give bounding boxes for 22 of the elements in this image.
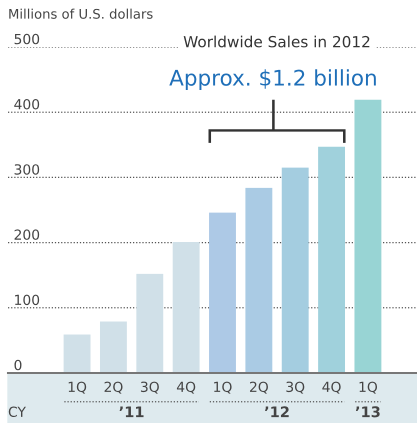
y-tick-label: 400 [14, 99, 40, 110]
text: CY [8, 406, 26, 418]
x-tick-label: 1Q [360, 382, 378, 394]
text: ’12 [265, 406, 289, 418]
y-axis-title: Millions of U.S. dollars [9, 8, 153, 19]
x-tick-label: 1Q [68, 382, 86, 394]
x-tick-label: 2Q [104, 382, 123, 394]
text: ’11 [120, 406, 144, 418]
y-tick-label: 200 [14, 229, 40, 240]
x-tick-label: 2Q [250, 382, 268, 394]
x-tick-label: 3Q [286, 382, 304, 394]
x-tick-label: 4Q [322, 382, 341, 394]
chart-title: Worldwide Sales in 2012 [184, 36, 370, 48]
y-tick-label: 100 [15, 294, 40, 306]
annotation: Approx. $1.2 billion [169, 69, 376, 90]
text: ’13 [356, 406, 380, 418]
x-tick-label: 1Q [214, 382, 232, 394]
y-tick-label: 0 [14, 360, 22, 370]
y-tick-label: 500 [14, 34, 40, 44]
x-tick-label: 3Q [140, 382, 159, 394]
x-tick-label: 4Q [176, 382, 196, 394]
y-tick-label: 300 [14, 164, 40, 175]
